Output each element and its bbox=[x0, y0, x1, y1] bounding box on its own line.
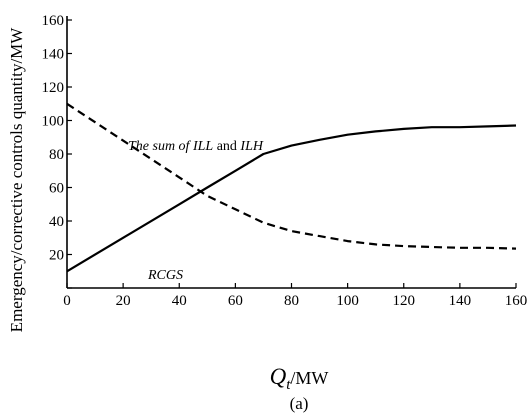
y-tick-label: 120 bbox=[42, 80, 65, 96]
annotation-ill-ilh: The sum of ILL and ILH bbox=[128, 139, 264, 154]
x-tick-label: 20 bbox=[116, 293, 131, 309]
x-axis-title: Qt/MW bbox=[270, 364, 329, 393]
x-tick-label: 80 bbox=[284, 293, 299, 309]
x-tick-label: 0 bbox=[63, 293, 71, 309]
annotation-ill-ilh-part3: ILH bbox=[239, 139, 263, 154]
y-axis-title: Emergency/corrective controls quantity/M… bbox=[7, 27, 26, 333]
x-tick-label: 60 bbox=[228, 293, 243, 309]
annotation-ill-ilh-part1: The sum of ILL bbox=[128, 139, 213, 154]
x-axis-title-main: Q bbox=[270, 364, 287, 389]
series-line-ill-ilh bbox=[66, 102, 517, 250]
figure-caption: (a) bbox=[290, 394, 309, 413]
plot-lines bbox=[66, 102, 517, 273]
x-tick-label: 100 bbox=[336, 293, 359, 309]
x-ticks: 0 20 40 60 80 100 120 140 160 bbox=[63, 283, 527, 309]
y-tick-label: 20 bbox=[49, 248, 64, 264]
annotation-rcgs: RCGS bbox=[147, 268, 183, 283]
x-axis-title-sub: t bbox=[286, 377, 291, 393]
series-line-rcgs bbox=[66, 124, 517, 273]
x-tick-label: 120 bbox=[393, 293, 416, 309]
y-tick-label: 100 bbox=[42, 114, 65, 130]
y-ticks: 20 40 60 80 100 120 140 160 bbox=[42, 13, 72, 289]
y-tick-label: 80 bbox=[49, 147, 64, 163]
y-tick-label: 60 bbox=[49, 181, 64, 197]
x-tick-label: 40 bbox=[172, 293, 187, 309]
y-tick-label: 40 bbox=[49, 214, 64, 230]
x-axis-title-unit: /MW bbox=[290, 368, 328, 388]
annotation-ill-ilh-part2: and bbox=[213, 139, 240, 154]
x-tick-label: 160 bbox=[505, 293, 528, 309]
y-tick-label: 160 bbox=[42, 13, 65, 29]
x-tick-label: 140 bbox=[449, 293, 472, 309]
y-tick-label: 140 bbox=[42, 47, 65, 63]
